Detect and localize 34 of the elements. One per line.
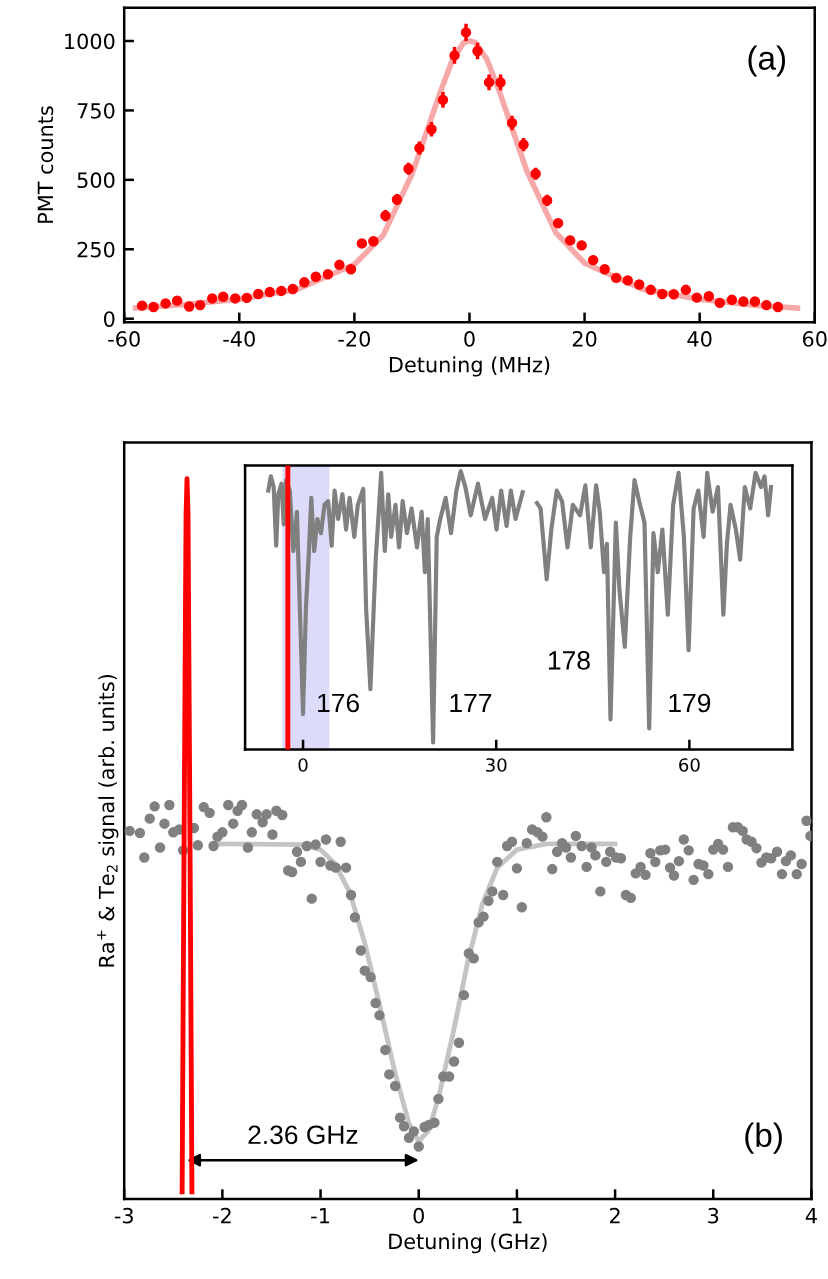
annotation: 179 [669, 693, 711, 713]
y-tick-label: 750 [77, 102, 115, 119]
y-axis-title: Ra$^{+}$ & Te$_{2}$ signal (arb. units) [96, 674, 119, 967]
x-tick-label: -1 [311, 1208, 330, 1224]
x-tick-label: 3 [708, 1207, 719, 1224]
x-tick-label: 20 [572, 331, 597, 347]
x-tick-label: 4 [805, 1208, 817, 1224]
annotation: 178 [548, 651, 590, 670]
x-tick-label: 30 [486, 758, 507, 772]
x-tick-label: 0 [464, 331, 475, 347]
x-tick-label: 0 [413, 1207, 424, 1224]
x-tick-label: 60 [802, 331, 827, 347]
annotation: (b) [745, 1122, 782, 1154]
x-axis-title: Detuning (GHz) [389, 1233, 547, 1254]
x-tick-label: 1 [512, 1208, 522, 1224]
x-tick-label: -3 [114, 1207, 133, 1224]
y-tick-label: 1000 [65, 33, 115, 50]
x-tick-label: 40 [687, 331, 712, 347]
annotation: 2.36 GHz [248, 1125, 358, 1145]
x-tick-label: 2 [609, 1207, 620, 1224]
x-tick-label: 0 [298, 758, 308, 772]
x-tick-label: -2 [213, 1207, 231, 1224]
x-tick-label: -20 [338, 331, 371, 347]
x-tick-label: -60 [108, 331, 140, 347]
y-axis-title: PMT counts [37, 106, 54, 223]
annotation: 177 [450, 693, 492, 713]
annotation: 176 [318, 693, 359, 713]
y-tick-label: 0 [103, 311, 115, 327]
x-tick-label: -40 [223, 331, 255, 347]
annotation: (a) [748, 45, 786, 77]
y-tick-label: 250 [77, 241, 115, 258]
x-axis-title: Detuning (MHz) [389, 356, 550, 377]
x-tick-label: 60 [679, 758, 700, 772]
y-tick-label: 500 [77, 172, 115, 189]
